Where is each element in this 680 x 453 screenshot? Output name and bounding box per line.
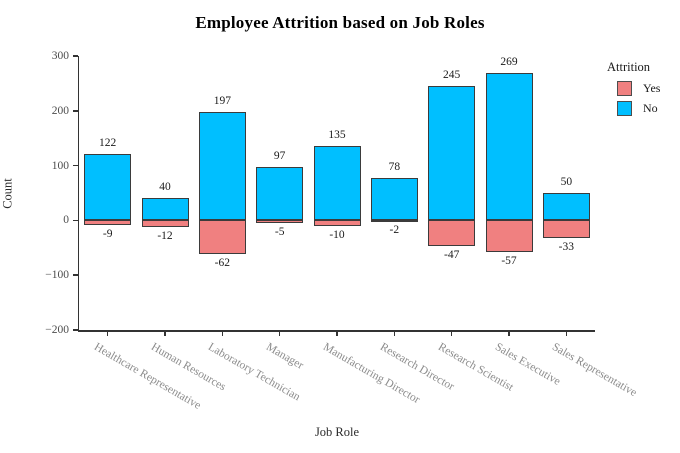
bar-segment-yes [84, 220, 132, 226]
bar-segment-yes [542, 220, 590, 239]
bar-value-label: -57 [501, 254, 517, 267]
x-tick-label: Healthcare Representative [91, 341, 203, 412]
bar-value-label: 245 [443, 69, 461, 82]
legend-title: Attrition [607, 60, 651, 74]
bar-segment-yes [370, 220, 418, 223]
y-tick-label: 200 [51, 104, 69, 117]
bar-segment-no [198, 112, 246, 221]
x-tick-label: Sales Representative [550, 341, 640, 400]
bar-value-label: -10 [329, 228, 345, 241]
y-tick-mark [72, 274, 78, 276]
bar-segment-no [313, 146, 361, 221]
y-axis-title: Count [0, 178, 15, 209]
y-tick-mark [72, 55, 78, 57]
bar-segment-yes [428, 220, 476, 247]
x-axis-title: Job Role [314, 425, 360, 439]
y-tick-label: −200 [45, 324, 69, 336]
x-tick-label: Manager [263, 341, 306, 372]
y-tick-mark [72, 164, 78, 167]
bar-value-label: -12 [157, 229, 173, 242]
x-tick-mark [508, 331, 510, 336]
bar-segment-yes [313, 220, 361, 226]
x-tick-mark [164, 331, 166, 336]
y-tick-mark [72, 329, 78, 331]
bar-value-label: 197 [213, 95, 231, 108]
bar-value-label: 269 [500, 55, 518, 68]
y-tick-label: 300 [51, 50, 69, 62]
x-tick-mark [278, 331, 281, 336]
y-axis-line [77, 56, 79, 332]
bar-segment-yes [141, 220, 189, 227]
y-tick-label: −100 [45, 269, 69, 282]
x-tick-label: Laboratory Technician [206, 341, 303, 404]
bar-segment-no [428, 86, 476, 221]
bar-value-label: -62 [214, 257, 230, 270]
legend-entry-yes: Yes [617, 81, 678, 96]
legend-label: No [643, 101, 658, 115]
bar-value-label: -2 [389, 224, 400, 237]
bar-value-label: 97 [273, 150, 286, 163]
legend-entries: Yes No [598, 81, 678, 116]
bar-value-label: -47 [443, 249, 460, 262]
bar-value-label: 78 [388, 160, 401, 173]
x-tick-mark [106, 331, 109, 336]
chart-title: Employee Attrition based on Job Roles [195, 13, 485, 32]
bar-segment-no [256, 167, 304, 221]
x-tick-mark [336, 331, 338, 336]
x-axis-line [77, 330, 595, 332]
legend: Attrition Yes No [598, 60, 678, 121]
x-tick-mark [393, 331, 396, 336]
legend-swatch-no [617, 101, 632, 116]
bar-value-label: -33 [558, 241, 574, 254]
bar-value-label: 135 [328, 129, 346, 142]
bar-segment-no [370, 177, 418, 221]
y-tick-label: 0 [63, 214, 69, 227]
legend-swatch-yes [617, 81, 632, 96]
bar-segment-no [542, 193, 590, 221]
bar-value-label: -5 [274, 226, 285, 239]
bar-value-label: 40 [159, 181, 171, 194]
legend-entry-no: No [617, 101, 678, 116]
bar-segment-no [84, 153, 132, 221]
x-tick-mark [450, 331, 453, 336]
bar-segment-yes [198, 220, 246, 255]
bar-value-label: -9 [102, 228, 113, 241]
y-tick-mark [72, 219, 78, 222]
x-tick-label: Manufacturing Director [321, 341, 422, 407]
bar-segment-yes [256, 220, 304, 224]
x-tick-mark [221, 331, 224, 336]
x-tick-mark [565, 331, 568, 336]
y-tick-label: 100 [51, 159, 69, 172]
legend-label: Yes [643, 81, 661, 95]
y-tick-mark [72, 110, 78, 112]
bar-segment-yes [485, 220, 533, 252]
bar-segment-no [485, 72, 533, 221]
bar-value-label: 122 [99, 136, 117, 149]
bar-segment-no [141, 198, 189, 221]
bar-value-label: 50 [560, 176, 573, 188]
